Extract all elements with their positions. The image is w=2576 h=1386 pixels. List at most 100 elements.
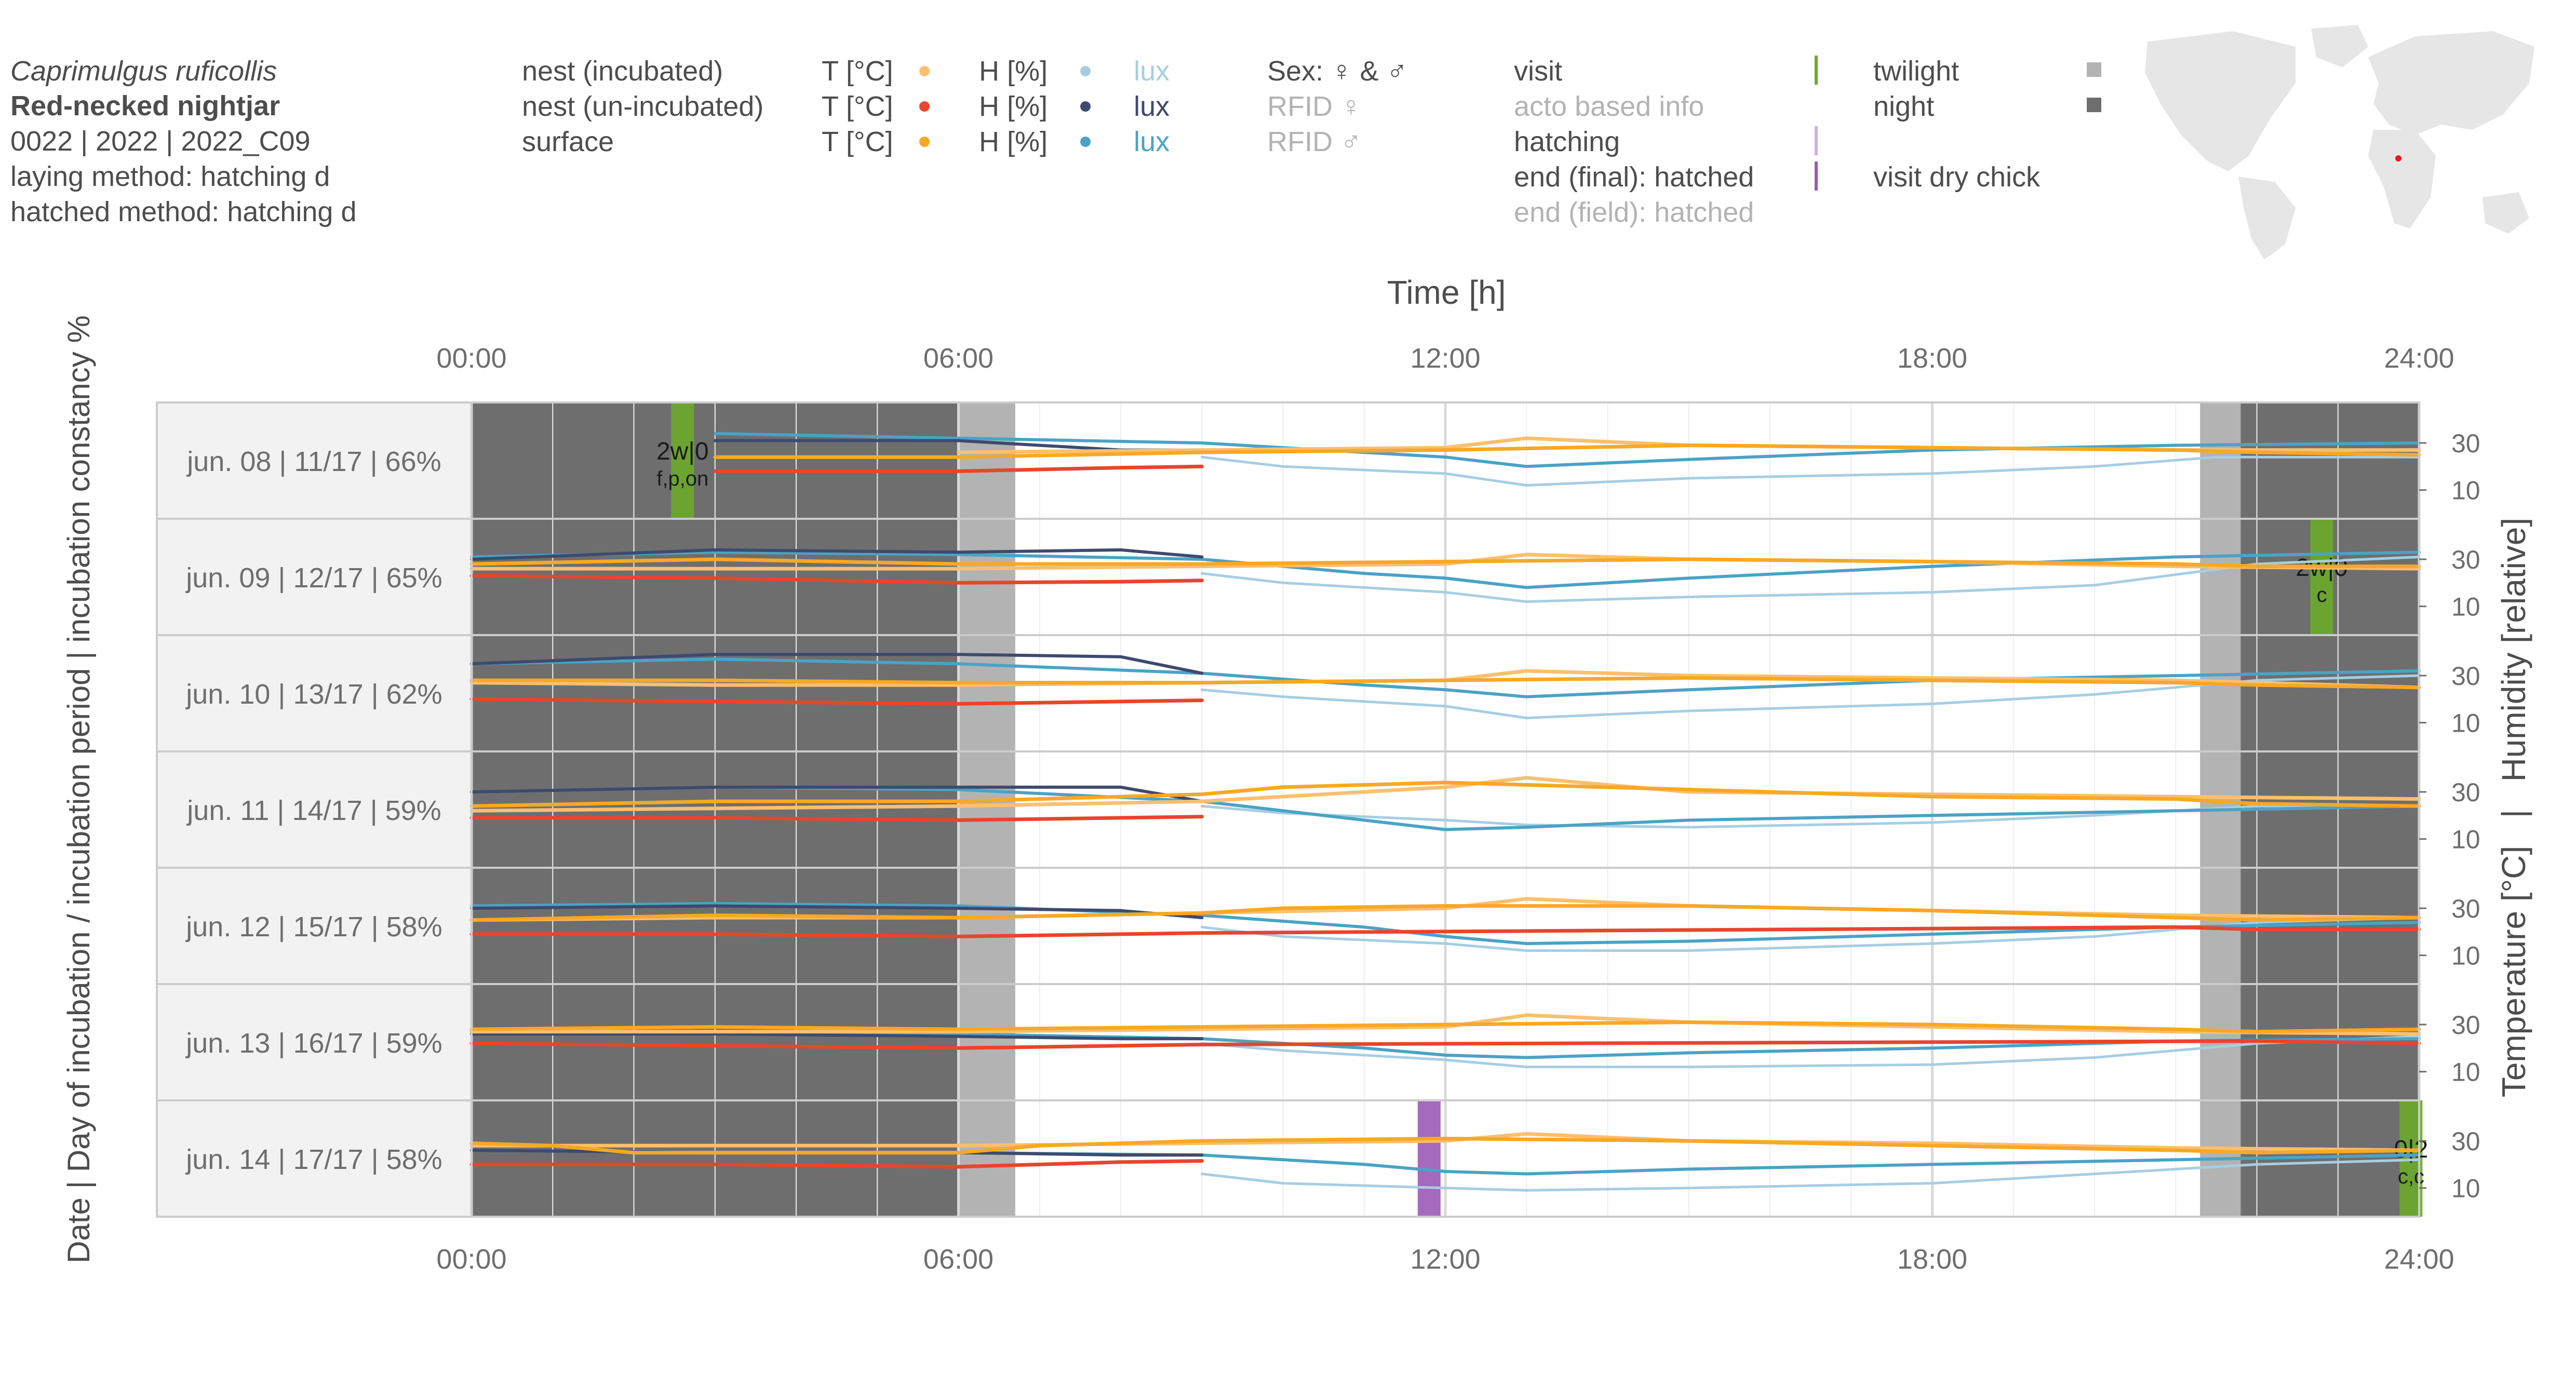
map-australia [2483, 192, 2529, 234]
row-label: jun. 14 | 17/17 | 58% [185, 1144, 442, 1175]
legend-h-label: H [%] [979, 56, 1048, 87]
y-tick-label: 10 [2451, 1058, 2480, 1087]
night-band [2240, 635, 2419, 751]
map-location-point [2395, 155, 2401, 162]
legend-row-label: nest (un-incubated) [522, 91, 763, 122]
x-tick-label-top: 00:00 [436, 343, 506, 374]
legend-extra-swatch [2087, 62, 2101, 77]
series-line-t-unincubated [469, 1159, 1204, 1169]
legend-event-swatch [1815, 162, 1818, 191]
row-label: jun. 10 | 13/17 | 62% [185, 679, 442, 710]
panel-row: jun. 12 | 15/17 | 58% 30 10 [156, 867, 2480, 985]
map-eurasia [2368, 31, 2534, 135]
legend-t-swatch [919, 66, 930, 76]
row-label: jun. 12 | 15/17 | 58% [185, 911, 442, 943]
series-line-t-incubated [469, 1013, 2421, 1036]
map-africa [2368, 130, 2436, 228]
species-common: Red-necked nightjar [10, 90, 280, 122]
legend-event-label: acto based info [1514, 91, 1704, 122]
event-marker [671, 402, 694, 519]
row-strip [156, 983, 473, 1101]
series-line-t-unincubated [469, 574, 1204, 585]
legend-extra-label: visit dry chick [1873, 162, 2041, 193]
map-greenland [2311, 25, 2368, 68]
twilight-band [958, 635, 1015, 751]
event-sub-label: c [2317, 584, 2327, 607]
series-line-t-surface [469, 1137, 2421, 1155]
series-line-t-surface [469, 1020, 2421, 1034]
series-line-t-unincubated [469, 697, 1204, 706]
x-axis-title: Time [h] [1387, 274, 1506, 311]
panel-border [471, 1099, 2420, 1218]
twilight-band [2200, 635, 2241, 751]
species-latin: Caprimulgus ruficollis [10, 56, 277, 87]
series-line-t-unincubated [469, 925, 2421, 938]
legend-event-label: hatching [1514, 126, 1620, 157]
legend-h-swatch [1080, 66, 1091, 76]
world-map-inset [2135, 21, 2534, 265]
series-line-t-surface [469, 781, 2421, 808]
x-tick-labels: 00:00 00:00 06:00 06:00 12:00 12:00 18:00 18:00… [436, 343, 2454, 1275]
legend-event-swatch [1815, 126, 1818, 155]
legend-lux-label: lux [1134, 56, 1170, 87]
twilight-band [958, 402, 1015, 519]
panel-row: jun. 13 | 16/17 | 59% 30 10 [156, 983, 2480, 1101]
laying-method: laying method: hatching d [10, 161, 330, 192]
y-tick-label: 10 [2451, 1174, 2480, 1203]
legend-event-label: visit [1514, 56, 1562, 87]
twilight-band [958, 868, 1015, 984]
series-line-t-unincubated [469, 1039, 2421, 1050]
legend-extra-label: night [1873, 91, 1934, 122]
series-line-t-unincubated [713, 464, 1204, 473]
series-line-h-incubated [1200, 1035, 2421, 1069]
y-left-axis-title: Date | Day of incubation / incubation pe… [61, 315, 96, 1263]
x-tick-label-top: 06:00 [923, 343, 994, 374]
legend-t-swatch [919, 137, 930, 147]
y-tick-label: 30 [2451, 662, 2480, 691]
legend-t-swatch [919, 101, 930, 112]
row-label: jun. 13 | 16/17 | 59% [185, 1028, 442, 1059]
x-tick-label-bottom: 12:00 [1410, 1244, 1480, 1275]
row-strip [156, 867, 473, 985]
series-line-h-unincubated [470, 548, 1204, 561]
twilight-band [2200, 519, 2241, 635]
x-tick-label-bottom: 06:00 [923, 1244, 994, 1275]
twilight-band [2200, 402, 2241, 519]
twilight-band [958, 1100, 1015, 1217]
series-line-h-surface [470, 785, 2421, 831]
event-sub-label: c,c [2398, 1165, 2424, 1188]
y-tick-label: 10 [2451, 941, 2480, 971]
legend-t-label: T [°C] [822, 56, 893, 87]
legend-event-label: end (final): hatched [1514, 162, 1754, 193]
series-line-t-surface [469, 904, 2421, 922]
night-band [2240, 402, 2419, 519]
row-strip [156, 1099, 473, 1218]
x-tick-label-top: 24:00 [2384, 343, 2454, 374]
row-label: jun. 09 | 12/17 | 65% [185, 562, 442, 594]
legend-h-swatch [1080, 101, 1091, 112]
y-tick-label: 30 [2451, 545, 2480, 574]
series-line-h-incubated [1200, 455, 2421, 487]
legend-t-label: T [°C] [822, 91, 893, 122]
series-line-h-unincubated [470, 1032, 1204, 1041]
legend-sex-item: Sex: ♀ & ♂ [1267, 56, 1407, 87]
map-north-america [2145, 31, 2296, 171]
x-tick-label-bottom: 00:00 [436, 1244, 506, 1275]
row-strip [156, 634, 473, 752]
legend-sex-item: RFID ♀ [1267, 91, 1362, 122]
legend-row-label: surface [522, 126, 614, 157]
legend-row-label: nest (incubated) [522, 56, 723, 87]
legend-extra-swatch [2087, 98, 2101, 112]
record-ids: 0022 | 2022 | 2022_C09 [10, 126, 311, 157]
x-tick-label-bottom: 24:00 [2384, 1244, 2454, 1275]
series-line-t-surface [713, 443, 2421, 459]
twilight-band [958, 984, 1015, 1100]
row-label: jun. 08 | 11/17 | 66% [186, 446, 441, 477]
panel-row: jun. 08 | 11/17 | 66% 2w|0f,p,on 30 10 [156, 401, 2480, 520]
y-tick-label: 30 [2451, 429, 2480, 458]
y-tick-label: 30 [2451, 894, 2480, 923]
legend-event-swatch [1815, 56, 1818, 85]
legend-event-label: end (field): hatched [1514, 197, 1754, 228]
x-tick-label-top: 12:00 [1410, 343, 1480, 374]
